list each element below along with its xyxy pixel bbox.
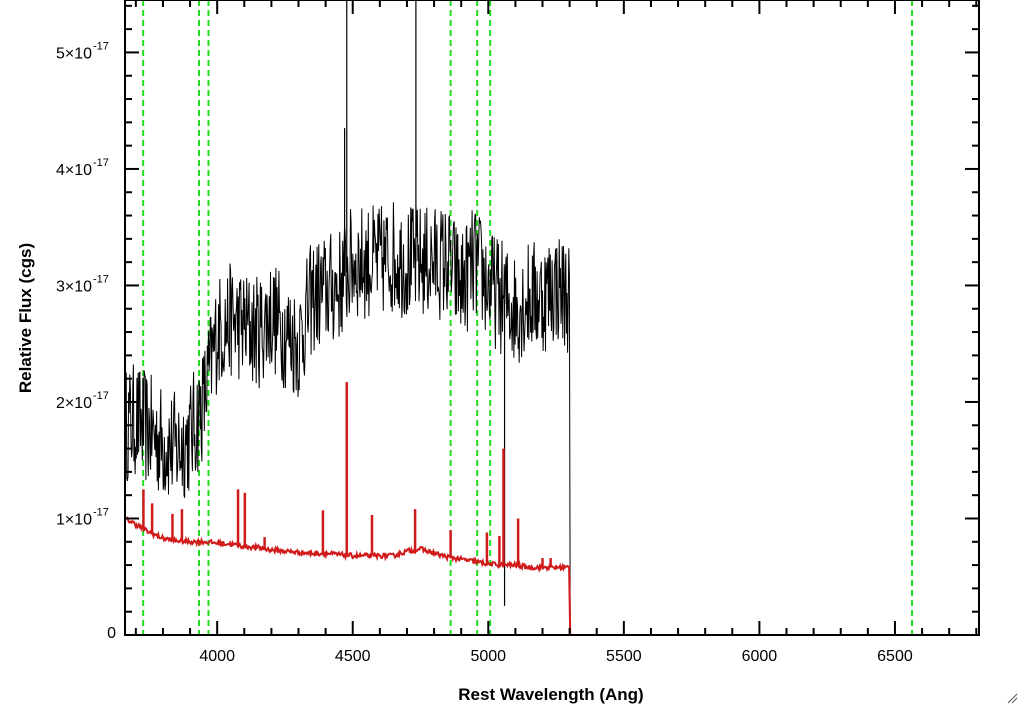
y-tick-exponent: -17 xyxy=(93,390,109,402)
spectrum-series xyxy=(124,0,979,636)
spectrum-line xyxy=(124,202,979,636)
model-line xyxy=(124,516,979,636)
model-spectrum xyxy=(124,382,979,636)
y-tick-exponent: -17 xyxy=(93,157,109,169)
window-resize-grip[interactable] xyxy=(1006,692,1018,704)
x-tick-label: 4000 xyxy=(199,648,235,665)
y-tick-exponent: -17 xyxy=(93,40,109,52)
y-axis-label: Relative Flux (cgs) xyxy=(16,243,35,393)
y-tick-label: 5×10 xyxy=(56,45,92,62)
y-tick-label: 2×10 xyxy=(56,395,92,412)
y-tick-exponent: -17 xyxy=(93,273,109,285)
x-tick-label: 6000 xyxy=(742,648,778,665)
x-tick-label: 5500 xyxy=(606,648,642,665)
y-tick-label: 4×10 xyxy=(56,162,92,179)
y-tick-label: 0 xyxy=(107,625,116,642)
y-tick-label: 1×10 xyxy=(56,511,92,528)
reference-lines xyxy=(142,0,914,635)
observed-spectrum xyxy=(124,0,979,636)
y-tick-exponent: -17 xyxy=(93,506,109,518)
y-tick-label: 3×10 xyxy=(56,278,92,295)
plot-frame xyxy=(124,0,980,636)
x-tick-label: 5000 xyxy=(470,648,506,665)
x-axis-label: Rest Wavelength (Ang) xyxy=(458,685,643,704)
x-tick-label: 4500 xyxy=(335,648,371,665)
x-tick-label: 6500 xyxy=(877,648,913,665)
